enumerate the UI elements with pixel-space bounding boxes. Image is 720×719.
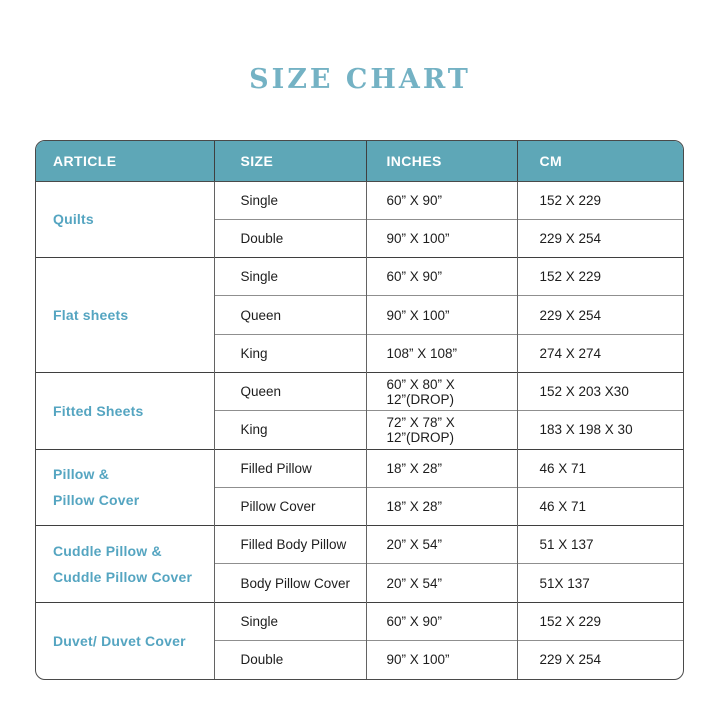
article-label: Pillow & bbox=[53, 466, 110, 483]
size-table-header: ARTICLE SIZE INCHES CM bbox=[36, 141, 683, 182]
article-label: Fitted Sheets bbox=[53, 402, 144, 419]
cm-cell: 152 X 203 X30 bbox=[516, 371, 683, 411]
table-row: Pillow Cover 18” X 28” 46 X 71 bbox=[36, 486, 683, 526]
table-row: Quilts Single 60” X 90” 152 X 229 bbox=[36, 181, 683, 227]
article-label: Duvet/ Duvet Cover bbox=[53, 632, 186, 649]
cm-cell: 152 X 229 bbox=[516, 601, 683, 641]
inches-cell: 20” X 54” bbox=[365, 563, 517, 603]
size-cell: Single bbox=[213, 181, 366, 220]
article-label: Cuddle Pillow & bbox=[53, 542, 162, 559]
table-row: Body Pillow Cover 20” X 54” 51X 137 bbox=[36, 563, 683, 603]
table-row: King 108” X 108” 274 X 274 bbox=[36, 333, 683, 373]
inches-cell: 72” X 78” X 12”(DROP) bbox=[365, 410, 517, 450]
inches-cell: 108” X 108” bbox=[365, 333, 517, 373]
inches-cell: 60” X 80” X 12”(DROP) bbox=[365, 371, 517, 411]
size-cell: King bbox=[213, 410, 366, 450]
inches-cell: 90” X 100” bbox=[365, 218, 517, 258]
inches-cell: 60” X 90” bbox=[365, 181, 517, 220]
size-cell: Double bbox=[213, 640, 366, 679]
page-title: SIZE CHART bbox=[249, 64, 471, 95]
table-row: Duvet/ Duvet Cover Single 60” X 90” 152 X 2… bbox=[36, 601, 683, 679]
article-cell: Quilts bbox=[36, 181, 214, 258]
size-cell: Single bbox=[213, 601, 366, 641]
cm-cell: 152 X 229 bbox=[516, 181, 683, 220]
table-row: Cuddle Pillow & Cuddle Pillow Cover Filled… bbox=[36, 525, 683, 603]
header-cell-article: ARTICLE bbox=[36, 141, 214, 182]
inches-cell: 18” X 28” bbox=[365, 448, 517, 488]
table-row: Double 90” X 100” 229 X 254 bbox=[36, 218, 683, 258]
article-cell: Cuddle Pillow & Cuddle Pillow Cover bbox=[36, 525, 214, 603]
article-cell: Duvet/ Duvet Cover bbox=[36, 601, 214, 679]
inches-cell: 90” X 100” bbox=[365, 640, 517, 679]
cm-cell: 46 X 71 bbox=[516, 486, 683, 526]
inches-cell: 60” X 90” bbox=[365, 601, 517, 641]
size-cell: Filled Pillow bbox=[213, 448, 366, 488]
size-cell: Queen bbox=[213, 295, 366, 335]
cm-cell: 183 X 198 X 30 bbox=[516, 410, 683, 450]
table-row: Flat sheets Single 60” X 90” 152 X 229 bbox=[36, 257, 683, 373]
article-label: Cuddle Pillow Cover bbox=[53, 568, 193, 585]
cm-cell: 152 X 229 bbox=[516, 257, 683, 296]
size-cell: King bbox=[213, 333, 366, 373]
inches-cell: 60” X 90” bbox=[365, 257, 517, 296]
size-cell: Single bbox=[213, 257, 366, 296]
article-label: Pillow Cover bbox=[53, 492, 140, 509]
article-cell: Fitted Sheets bbox=[36, 371, 214, 450]
article-cell: Flat sheets bbox=[36, 257, 214, 373]
table-row: Pillow & Pillow Cover Filled Pillow 18” X 2… bbox=[36, 448, 683, 526]
size-table: ARTICLE SIZE INCHES CM Quilts Single 60” X 90… bbox=[36, 141, 683, 679]
size-cell: Filled Body Pillow bbox=[213, 525, 366, 564]
article-label: Quilts bbox=[53, 211, 94, 228]
cm-cell: 229 X 254 bbox=[516, 295, 683, 335]
header-cell-size: SIZE bbox=[213, 141, 366, 182]
table-row: King 72” X 78” X 12”(DROP) 183 X 198 X 30 bbox=[36, 410, 683, 450]
inches-cell: 20” X 54” bbox=[365, 525, 517, 564]
size-cell: Body Pillow Cover bbox=[213, 563, 366, 603]
header-cell-cm: CM bbox=[516, 141, 683, 182]
cm-cell: 51 X 137 bbox=[516, 525, 683, 564]
article-label: Flat sheets bbox=[53, 307, 129, 324]
table-row: Double 90” X 100” 229 X 254 bbox=[36, 640, 683, 679]
inches-cell: 18” X 28” bbox=[365, 486, 517, 526]
table-row: Queen 90” X 100” 229 X 254 bbox=[36, 295, 683, 335]
size-cell: Double bbox=[213, 218, 366, 258]
inches-cell: 90” X 100” bbox=[365, 295, 517, 335]
size-cell: Pillow Cover bbox=[213, 486, 366, 526]
size-table-container: ARTICLE SIZE INCHES CM Quilts Single 60” X 90… bbox=[35, 140, 684, 680]
table-row: Fitted Sheets Queen 60” X 80” X 12”(DROP) 1… bbox=[36, 371, 683, 450]
cm-cell: 274 X 274 bbox=[516, 333, 683, 373]
cm-cell: 229 X 254 bbox=[516, 640, 683, 679]
cm-cell: 51X 137 bbox=[516, 563, 683, 603]
article-cell: Pillow & Pillow Cover bbox=[36, 448, 214, 526]
cm-cell: 229 X 254 bbox=[516, 218, 683, 258]
header-cell-inches: INCHES bbox=[365, 141, 517, 182]
size-cell: Queen bbox=[213, 371, 366, 411]
cm-cell: 46 X 71 bbox=[516, 448, 683, 488]
